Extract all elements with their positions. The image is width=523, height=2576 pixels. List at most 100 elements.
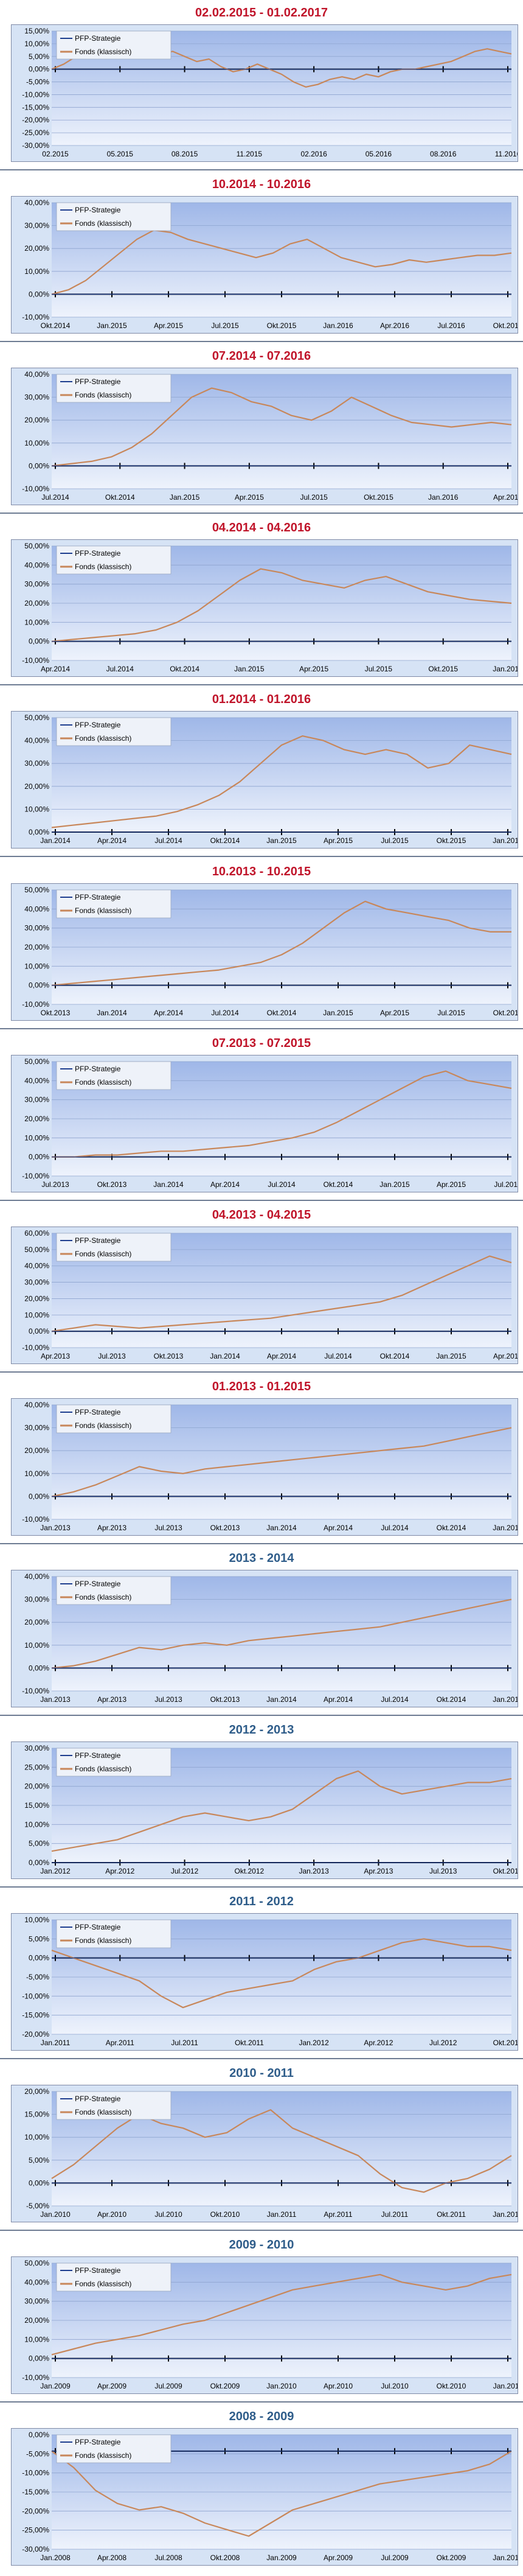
y-tick-label: -20,00% [22, 116, 49, 124]
chart-panel: 07.2014 - 07.2016 40,00% 30,00% 20,00% 10,00… [0, 343, 523, 515]
legend-label: Fonds (klassisch) [75, 2280, 131, 2288]
chart-title: 2012 - 2013 [229, 1723, 294, 1737]
chart-panel: 2013 - 2014 40,00% 30,00% 20,00% 10,00% 0,00%… [0, 1545, 523, 1717]
series-line-fonds [51, 2273, 512, 2356]
x-tick-label: Apr.2014 [210, 1180, 240, 1189]
x-tick-label: Jan.2012 [299, 2039, 329, 2047]
x-tick-label: Jan.2016 [428, 493, 459, 502]
legend: PFP-Strategie Fonds (klassisch) [56, 374, 171, 403]
y-tick-label: 30,00% [24, 1095, 49, 1104]
x-tick-label: Okt.2014 [267, 1009, 297, 1017]
legend-box [56, 1404, 171, 1433]
x-tick-label: Jul.2009 [154, 2382, 182, 2390]
legend-label: Fonds (klassisch) [75, 1936, 131, 1945]
series-line-fonds [51, 1255, 512, 1332]
y-tick-label: 0,00% [29, 1492, 49, 1500]
legend: PFP-Strategie Fonds (klassisch) [56, 1748, 171, 1777]
y-tick-label: 0,00% [29, 2431, 49, 2439]
y-tick-label: 5,00% [29, 1839, 49, 1848]
y-tick-label: 0,00% [29, 981, 49, 989]
panel-separator [0, 169, 523, 171]
x-tick-label: Okt.2015 [267, 321, 297, 330]
x-tick-label: Apr.2014 [97, 836, 126, 845]
chart-frame: 30,00% 25,00% 20,00% 15,00% 10,00% 5,00% 0,00%… [11, 1741, 523, 1879]
chart-title: 01.2013 - 01.2015 [212, 1379, 311, 1393]
y-tick-label: 0,00% [29, 1954, 49, 1962]
chart-frame: 10,00% 5,00% 0,00% -5,00% -10,00% -15,00% -20,… [11, 1913, 523, 2051]
x-tick-label: Okt.2012 [493, 2039, 518, 2047]
x-tick-label: Jul.2014 [381, 1695, 409, 1704]
y-tick-label: -20,00% [22, 2030, 49, 2039]
x-tick-label: Okt.2014 [105, 493, 135, 502]
y-tick-label: 10,00% [24, 1469, 49, 1478]
legend: PFP-Strategie Fonds (klassisch) [56, 1919, 171, 1948]
x-tick-label: Okt.2013 [210, 1524, 240, 1532]
legend-box [56, 1919, 171, 1948]
legend-label: Fonds (klassisch) [75, 2451, 131, 2460]
panel-separator [0, 1886, 523, 1888]
x-tick-label: Apr.2013 [364, 1867, 393, 1875]
legend-box [56, 1576, 171, 1605]
x-tick-label: Apr.2008 [97, 2553, 126, 2562]
y-tick-label: 0,00% [29, 637, 49, 646]
y-tick-label: 20,00% [24, 1782, 49, 1791]
series-line-fonds [51, 2451, 512, 2537]
y-tick-label: -15,00% [22, 103, 49, 111]
x-tick-label: Okt.2015 [364, 493, 393, 502]
legend-label: Fonds (klassisch) [75, 1421, 131, 1430]
y-tick-label: 15,00% [24, 2110, 49, 2119]
y-tick-label: -10,00% [22, 2469, 49, 2477]
chart-frame: 40,00% 30,00% 20,00% 10,00% 0,00% -10,00% Jan.… [11, 1398, 523, 1536]
x-tick-label: 05.2015 [107, 150, 134, 158]
legend-label: PFP-Strategie [75, 2266, 121, 2275]
x-tick-label: Okt.2009 [210, 2382, 240, 2390]
y-tick-label: 40,00% [24, 561, 49, 570]
x-tick-label: Apr.2015 [493, 1352, 518, 1360]
legend-label: Fonds (klassisch) [75, 562, 131, 571]
chart-panel: 01.2013 - 01.2015 40,00% 30,00% 20,00% 10,00… [0, 1374, 523, 1545]
y-tick-label: -15,00% [22, 2488, 49, 2496]
y-tick-label: 60,00% [24, 1229, 49, 1237]
legend-box [56, 2434, 171, 2463]
x-tick-label: Jan.2015 [493, 1524, 518, 1532]
y-tick-label: 20,00% [24, 1446, 49, 1455]
x-tick-label: Jul.2015 [494, 1180, 518, 1189]
y-tick-label: 30,00% [24, 760, 49, 768]
x-tick-label: Apr.2015 [380, 1009, 409, 1017]
series-line-fonds [51, 1770, 512, 1852]
x-tick-label: Jan.2010 [40, 2210, 71, 2219]
x-tick-label: Okt.2013 [210, 1695, 240, 1704]
x-tick-label: Jul.2013 [154, 1524, 182, 1532]
x-tick-label: Apr.2013 [97, 1695, 126, 1704]
panel-separator [0, 2230, 523, 2231]
chart-frame: 40,00% 30,00% 20,00% 10,00% 0,00% -10,00% Okt.… [11, 196, 523, 334]
legend-label: Fonds (klassisch) [75, 1765, 131, 1773]
y-tick-label: 10,00% [24, 267, 49, 276]
x-tick-label: Apr.2009 [324, 2553, 353, 2562]
y-tick-label: 30,00% [24, 1744, 49, 1752]
series-line-fonds [52, 1070, 512, 1158]
panel-separator [0, 1542, 523, 1544]
x-tick-label: Apr.2015 [235, 493, 264, 502]
x-tick-label: Jan.2011 [493, 2382, 518, 2390]
chart-panel: 10.2014 - 10.2016 40,00% 30,00% 20,00% 10,00… [0, 172, 523, 343]
x-tick-label: Jul.2008 [154, 2553, 182, 2562]
x-tick-label: Jul.2009 [381, 2553, 409, 2562]
y-tick-label: 0,00% [29, 65, 49, 74]
chart-svg: 10,00% 5,00% 0,00% -5,00% -10,00% -15,00% -20,… [22, 1916, 522, 2047]
y-tick-label: 30,00% [24, 923, 49, 932]
x-tick-label: Apr.2015 [154, 321, 183, 330]
panel-separator [0, 1371, 523, 1373]
legend-label: PFP-Strategie [75, 1580, 121, 1588]
panel-separator [0, 2058, 523, 2060]
x-tick-label: Jul.2015 [365, 665, 393, 673]
chart-svg: 40,00%30,00%20,00%10,00%0,00%-10,00%Jan.… [22, 1401, 523, 1532]
x-tick-label: Jul.2015 [381, 836, 409, 845]
y-tick-label: 50,00% [24, 1245, 49, 1254]
legend-label: Fonds (klassisch) [75, 2108, 131, 2116]
chart-panel: 04.2014 - 04.2016 50,00% 40,00% 30,00% 20,00… [0, 515, 523, 687]
chart-svg: 50,00% 40,00% 30,00% 20,00% 10,00% 0,00% -10,0… [22, 1057, 522, 1189]
panel-separator [0, 1199, 523, 1201]
chart-svg: 50,00% 40,00% 30,00% 20,00% 10,00% 0,00% -10,0… [22, 886, 522, 1017]
x-tick-label: Apr.2010 [324, 2382, 353, 2390]
